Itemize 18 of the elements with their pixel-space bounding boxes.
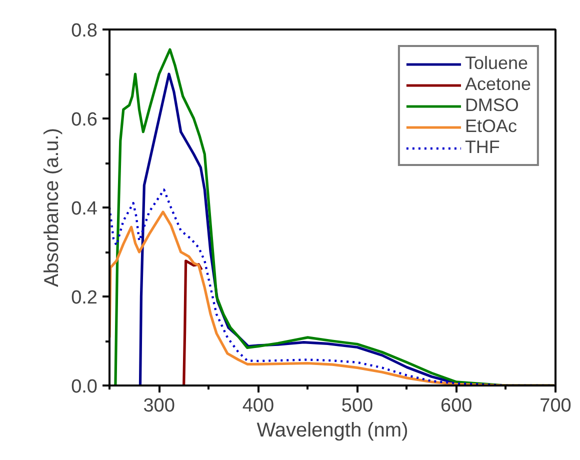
y-tick-label: 0.8 [71, 20, 98, 42]
y-tick-label: 0.6 [71, 110, 98, 130]
y-axis-title: Absorbance (a.u.) [41, 128, 64, 287]
x-tick-label: 600 [440, 396, 472, 416]
legend-label: EtOAc [464, 116, 517, 137]
x-tick-label: 400 [242, 396, 274, 416]
x-axis-title: Wavelength (nm) [256, 420, 408, 442]
line-series [182, 260, 203, 386]
legend-label: THF [464, 137, 500, 158]
x-tick-label: 500 [341, 396, 374, 416]
legend-label: Toluene [464, 53, 528, 74]
legend-label: Acetone [464, 74, 531, 95]
x-tick-label: 700 [540, 396, 572, 416]
x-tick-label: 300 [143, 396, 175, 416]
legend-label: DMSO [464, 95, 519, 116]
text: 0.0 [71, 376, 98, 398]
y-tick-label: 0.2 [71, 288, 98, 308]
y-tick-label: 0.4 [71, 198, 98, 220]
